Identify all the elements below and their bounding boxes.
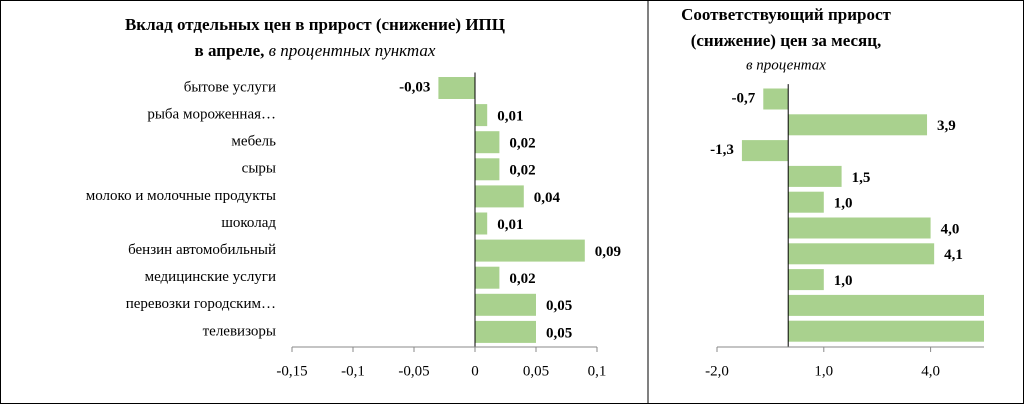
value-label: 0,04 [534,190,561,206]
value-label: 1,0 [834,196,853,212]
x-tick-label: 1,0 [814,363,833,379]
x-tick-label: -0,1 [341,363,365,379]
bar [788,269,824,291]
bar [475,104,488,127]
bar [788,191,824,213]
chart-title: Соответствующий прирост [681,5,891,24]
chart-title: в апреле, [195,41,265,60]
chart-title-2: в апреле, в процентных пунктах [195,41,436,60]
chart-subtitle: в процентных пунктах [264,41,435,60]
category-label: медицинские услуги [145,269,276,285]
bar [788,217,931,239]
value-label: -0,03 [399,79,430,95]
bar [475,266,500,289]
bar [475,239,585,262]
bar [475,293,536,316]
bar [788,320,984,342]
value-label: 0,01 [497,109,523,125]
category-label: шоколад [221,215,276,231]
bar [788,243,935,265]
value-label: -1,3 [710,142,734,158]
category-label: рыба мороженная… [147,107,276,123]
chart-title: Вклад отдельных цен в прирост (снижение)… [125,15,505,34]
x-tick-label: 0 [471,363,479,379]
x-tick-label: 0,05 [523,363,549,379]
bar [475,158,500,181]
category-label: бытове услуги [184,79,276,95]
value-label: 4,1 [944,247,963,263]
chart-title: (снижение) цен за месяц, [691,31,882,50]
value-label: 0,02 [509,271,535,287]
x-tick-label: 4,0 [921,363,940,379]
value-label: 3,9 [937,118,956,134]
category-label: телевизоры [203,323,276,339]
value-label: 0,05 [546,325,572,341]
value-label: -0,7 [732,90,756,106]
bar [788,165,842,187]
value-label: 1,0 [834,273,853,289]
x-tick-label: -0,05 [398,363,429,379]
chart-title-2: (снижение) цен за месяц, [691,31,882,50]
bar [475,212,488,235]
value-label: 4,0 [941,221,960,237]
x-tick-label: -0,15 [276,363,307,379]
bar [788,294,984,316]
value-label: 1,5 [852,170,871,186]
bar [438,77,475,99]
bar [788,114,928,136]
x-tick-label: 0,1 [588,363,607,379]
category-label: перевозки городским… [126,296,276,312]
value-label: 0,05 [546,298,572,314]
category-label: молоко и молочные продукты [86,188,276,204]
bar [475,320,536,343]
value-label: 0,02 [509,163,535,179]
category-label: мебель [231,134,276,150]
x-tick-label: -2,0 [705,363,729,379]
value-label: 0,02 [509,136,535,152]
chart-subtitle: в процентах [746,57,826,73]
value-label: 0,01 [497,217,523,233]
bar [763,88,789,110]
bar [475,185,524,208]
category-label: сыры [242,161,276,177]
bar [475,131,500,154]
value-label: 0,09 [595,244,621,260]
category-label: бензин автомобильный [128,242,276,258]
bar [741,140,789,162]
